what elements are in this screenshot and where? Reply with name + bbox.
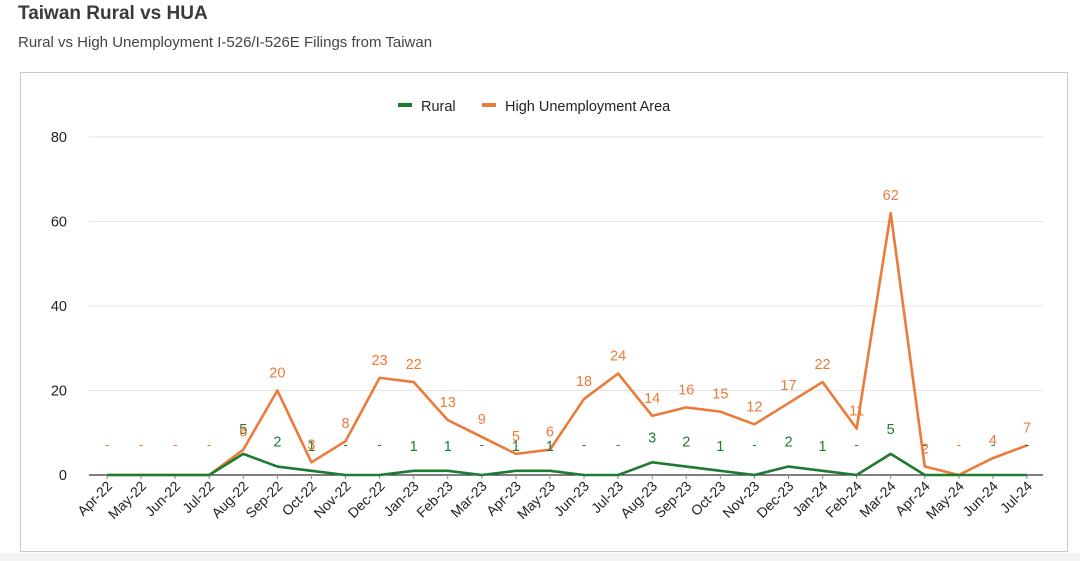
page-footer-strip	[0, 553, 1080, 561]
x-tick-label: May-22	[105, 478, 149, 522]
data-label-rural: -	[991, 437, 995, 452]
data-label-rural: -	[105, 437, 109, 452]
data-label-hua: 6	[239, 425, 247, 441]
data-label-rural: 2	[784, 435, 792, 451]
data-label-hua: 22	[406, 357, 422, 373]
y-axis: 0 20 40 60 80	[51, 130, 67, 484]
data-label-rural: 2	[682, 435, 690, 451]
data-label-hua: -	[139, 437, 143, 452]
y-tick-label: 60	[51, 215, 67, 231]
data-label-hua: 16	[678, 382, 694, 398]
x-tick-label: Dec-23	[753, 478, 796, 521]
data-label-rural: -	[480, 437, 484, 452]
y-tick-label: 0	[59, 468, 67, 484]
x-tick-label: Mar-24	[856, 478, 899, 521]
x-tick-label: Sep-22	[242, 478, 285, 521]
x-tick-label: Nov-23	[719, 478, 762, 521]
data-label-hua: 4	[989, 433, 997, 449]
data-label-rural: 5	[887, 422, 895, 438]
data-label-hua: -	[207, 437, 211, 452]
data-label-hua: 14	[644, 391, 660, 407]
x-tick-label: Feb-24	[822, 478, 865, 521]
x-tick-label: Feb-23	[413, 478, 456, 521]
x-tick-label: Aug-23	[617, 478, 660, 521]
page-subtitle: Rural vs High Unemployment I-526/I-526E …	[18, 34, 433, 51]
data-label-hua: 8	[341, 416, 349, 432]
x-tick-label: Jun-23	[551, 478, 593, 520]
data-label-rural: -	[854, 437, 858, 452]
data-label-hua: 20	[269, 366, 285, 382]
x-axis: Apr-22May-22Jun-22Jul-22Aug-22Sep-22Oct-…	[74, 475, 1035, 522]
data-label-hua: 5	[512, 429, 520, 445]
legend-rural-label: Rural	[421, 99, 456, 115]
series-line-hua	[107, 211, 1028, 477]
data-label-hua: 18	[576, 374, 592, 390]
x-tick-label: Nov-22	[310, 478, 353, 521]
data-label-rural: 2	[273, 435, 281, 451]
data-label-rural: -	[582, 437, 586, 452]
data-label-hua: 9	[478, 412, 486, 428]
series-line-rural	[107, 452, 1027, 477]
data-label-hua: 22	[814, 357, 830, 373]
data-label-hua: 2	[921, 442, 929, 458]
x-tick-label: Jun-22	[142, 478, 184, 520]
data-label-hua: 6	[546, 425, 554, 441]
data-label-hua: 23	[372, 353, 388, 369]
chart-container: 0 20 40 60 80 Apr-22 May-22 Jun-22 Jul-22 Aug-22…	[20, 72, 1068, 552]
data-label-hua: 62	[883, 188, 899, 204]
y-tick-label: 80	[51, 130, 67, 146]
data-label-hua: 3	[307, 437, 315, 453]
legend-hua-label: High Unemployment Area	[505, 99, 671, 115]
data-label-hua: 12	[746, 399, 762, 415]
x-tick-label: Jan-23	[380, 478, 422, 520]
data-label-rural: 1	[512, 439, 520, 455]
data-label-rural: 3	[648, 430, 656, 446]
data-label-rural: 1	[716, 439, 724, 455]
data-label-rural: 1	[444, 439, 452, 455]
data-label-hua: 7	[1023, 420, 1031, 436]
data-label-hua: -	[173, 437, 177, 452]
legend[interactable]: Rural High Unemployment Area	[398, 99, 671, 115]
page-title: Taiwan Rural vs HUA	[18, 3, 208, 24]
data-label-rural: -	[173, 437, 177, 452]
line-chart: 0 20 40 60 80 Apr-22May-22Jun-22Jul-22Aug-22…	[51, 99, 1043, 522]
data-label-rural: -	[343, 437, 347, 452]
y-tick-label: 20	[51, 384, 67, 400]
data-label-hua: 11	[849, 404, 864, 420]
data-label-hua: 15	[712, 387, 728, 403]
data-label-rural: -	[377, 437, 381, 452]
x-tick-label: Mar-23	[447, 478, 490, 521]
data-label-hua: -	[957, 437, 961, 452]
grid-lines	[89, 136, 1043, 476]
data-label-rural: 1	[307, 439, 315, 455]
data-label-rural: -	[616, 437, 620, 452]
data-label-hua: 17	[780, 378, 796, 394]
data-label-hua: -	[105, 437, 109, 452]
x-tick-label: Jun-24	[959, 478, 1001, 520]
x-tick-label: May-24	[923, 478, 967, 522]
data-label-rural: -	[1025, 437, 1029, 452]
data-label-rural: 1	[819, 439, 827, 455]
x-tick-label: Dec-22	[344, 478, 387, 521]
x-tick-label: May-23	[514, 478, 558, 522]
data-label-rural: -	[752, 437, 756, 452]
data-label-rural: -	[923, 437, 927, 452]
data-label-hua: 24	[610, 349, 626, 365]
x-tick-label: Sep-23	[651, 478, 694, 521]
data-label-rural: 5	[239, 422, 247, 438]
data-label-rural: -	[957, 437, 961, 452]
series-lines	[107, 211, 1028, 477]
data-label-rural: 1	[410, 439, 418, 455]
x-tick-label: Jan-24	[789, 478, 831, 520]
x-tick-label: Aug-22	[208, 478, 251, 521]
x-tick-label: Jul-24	[997, 478, 1035, 516]
data-label-rural: -	[207, 437, 211, 452]
data-label-rural: -	[139, 437, 143, 452]
y-tick-label: 40	[51, 299, 67, 315]
data-label-hua: 13	[440, 395, 456, 411]
data-label-rural: 1	[546, 439, 554, 455]
